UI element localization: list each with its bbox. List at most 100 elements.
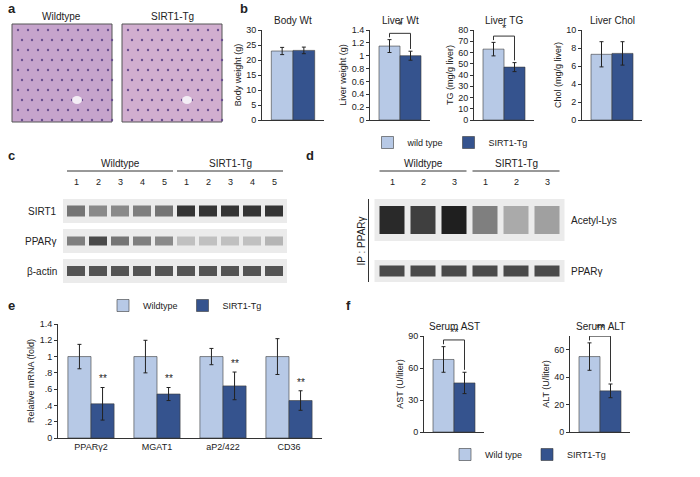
svg-text:3: 3 (452, 177, 457, 187)
svg-text:**: ** (450, 326, 459, 338)
svg-text:1.2: 1.2 (352, 38, 365, 48)
svg-text:3: 3 (545, 177, 550, 187)
svg-text:SIRT1-Tg: SIRT1-Tg (495, 158, 538, 169)
svg-text:Wild type: Wild type (485, 450, 522, 460)
svg-text:AST (U/liter): AST (U/liter) (395, 359, 405, 408)
svg-text:Serum AST: Serum AST (429, 321, 480, 332)
svg-text:**: ** (231, 358, 239, 369)
svg-text:1: 1 (390, 177, 395, 187)
svg-text:80: 80 (458, 25, 468, 35)
svg-text:Relative mRNA (fold): Relative mRNA (fold) (26, 339, 36, 423)
svg-text:5: 5 (251, 100, 256, 110)
svg-text:1: 1 (74, 177, 79, 187)
svg-text:β-actin: β-actin (27, 266, 57, 277)
svg-text:**: ** (596, 322, 605, 334)
svg-text:2: 2 (421, 177, 426, 187)
svg-text:0: 0 (463, 115, 468, 125)
svg-text:1.2: 1.2 (40, 335, 53, 345)
svg-text:SIRT1-Tg: SIRT1-Tg (151, 11, 194, 22)
svg-text:1.4: 1.4 (352, 25, 365, 35)
svg-text:25: 25 (246, 40, 256, 50)
svg-text:Liver TG: Liver TG (485, 15, 523, 26)
svg-text:b: b (240, 1, 248, 16)
svg-text:Chol (mg/g liver): Chol (mg/g liver) (553, 42, 563, 108)
svg-text:Wildtype: Wildtype (143, 301, 178, 311)
svg-text:40: 40 (458, 70, 468, 80)
svg-text:aP2/422: aP2/422 (206, 442, 240, 452)
svg-text:Serum ALT: Serum ALT (576, 321, 625, 332)
svg-text:30: 30 (246, 25, 256, 35)
svg-text:Liver Wt: Liver Wt (382, 15, 419, 26)
svg-text:MGAT1: MGAT1 (142, 442, 172, 452)
svg-text:SIRT1: SIRT1 (28, 206, 57, 217)
svg-text:1: 1 (483, 177, 488, 187)
svg-text:2: 2 (96, 177, 101, 187)
svg-text:1: 1 (47, 352, 52, 362)
svg-text:.4: .4 (45, 401, 53, 411)
svg-text:0.6: 0.6 (352, 77, 365, 87)
svg-text:5: 5 (272, 177, 277, 187)
svg-text:1.4: 1.4 (40, 319, 53, 329)
svg-text:f: f (346, 298, 351, 313)
svg-text:60: 60 (408, 363, 418, 373)
svg-text:SIRT1-Tg: SIRT1-Tg (223, 301, 262, 311)
svg-text:70: 70 (458, 36, 468, 46)
svg-text:0.4: 0.4 (352, 89, 365, 99)
svg-text:90: 90 (408, 331, 418, 341)
svg-text:PPARγ2: PPARγ2 (74, 442, 107, 452)
svg-text:*: * (502, 22, 507, 34)
svg-text:3: 3 (118, 177, 123, 187)
svg-text:.2: .2 (45, 417, 53, 427)
svg-text:0: 0 (251, 115, 256, 125)
svg-text:4: 4 (571, 79, 576, 89)
svg-text:8: 8 (571, 43, 576, 53)
svg-text:PPARγ: PPARγ (571, 266, 603, 277)
svg-text:3: 3 (228, 177, 233, 187)
svg-text:1: 1 (359, 51, 364, 61)
svg-text:PPARγ: PPARγ (25, 236, 57, 247)
svg-text:20: 20 (554, 400, 564, 410)
svg-text:10: 10 (458, 104, 468, 114)
svg-text:10: 10 (246, 85, 256, 95)
svg-text:ALT (U/liter): ALT (U/liter) (541, 360, 551, 408)
svg-text:50: 50 (458, 59, 468, 69)
svg-text:0: 0 (413, 427, 418, 437)
svg-text:SIRT1-Tg: SIRT1-Tg (209, 158, 252, 169)
svg-text:.8: .8 (45, 368, 53, 378)
svg-text:0: 0 (571, 115, 576, 125)
svg-text:30: 30 (408, 395, 418, 405)
svg-text:wild type: wild type (407, 138, 443, 148)
svg-text:60: 60 (554, 345, 564, 355)
svg-text:0: 0 (559, 427, 564, 437)
svg-text:6: 6 (571, 61, 576, 71)
svg-text:Wildtype: Wildtype (42, 11, 81, 22)
svg-text:**: ** (297, 377, 305, 388)
svg-text:Liver Chol: Liver Chol (590, 15, 635, 26)
svg-text:0: 0 (359, 115, 364, 125)
svg-text:2: 2 (514, 177, 519, 187)
svg-text:0: 0 (47, 433, 52, 443)
svg-text:40: 40 (554, 372, 564, 382)
svg-text:SIRT1-Tg: SIRT1-Tg (489, 138, 528, 148)
svg-text:1: 1 (184, 177, 189, 187)
svg-text:*: * (398, 19, 403, 31)
svg-text:TG (mg/g liver): TG (mg/g liver) (445, 45, 455, 105)
svg-text:0.8: 0.8 (352, 64, 365, 74)
svg-text:Body weight (g): Body weight (g) (233, 44, 243, 107)
svg-text:4: 4 (250, 177, 255, 187)
svg-text:15: 15 (246, 70, 256, 80)
svg-text:0.2: 0.2 (352, 102, 365, 112)
svg-text:30: 30 (458, 81, 468, 91)
svg-text:d: d (306, 148, 314, 163)
svg-text:20: 20 (458, 93, 468, 103)
svg-text:Acetyl-Lys: Acetyl-Lys (571, 215, 617, 226)
svg-text:e: e (8, 298, 15, 313)
svg-text:.6: .6 (45, 384, 53, 394)
svg-text:c: c (8, 148, 15, 163)
svg-text:4: 4 (140, 177, 145, 187)
svg-text:2: 2 (206, 177, 211, 187)
svg-text:60: 60 (458, 48, 468, 58)
svg-text:Liver weight (g): Liver weight (g) (338, 44, 348, 106)
svg-text:**: ** (165, 373, 173, 384)
svg-text:2: 2 (571, 97, 576, 107)
